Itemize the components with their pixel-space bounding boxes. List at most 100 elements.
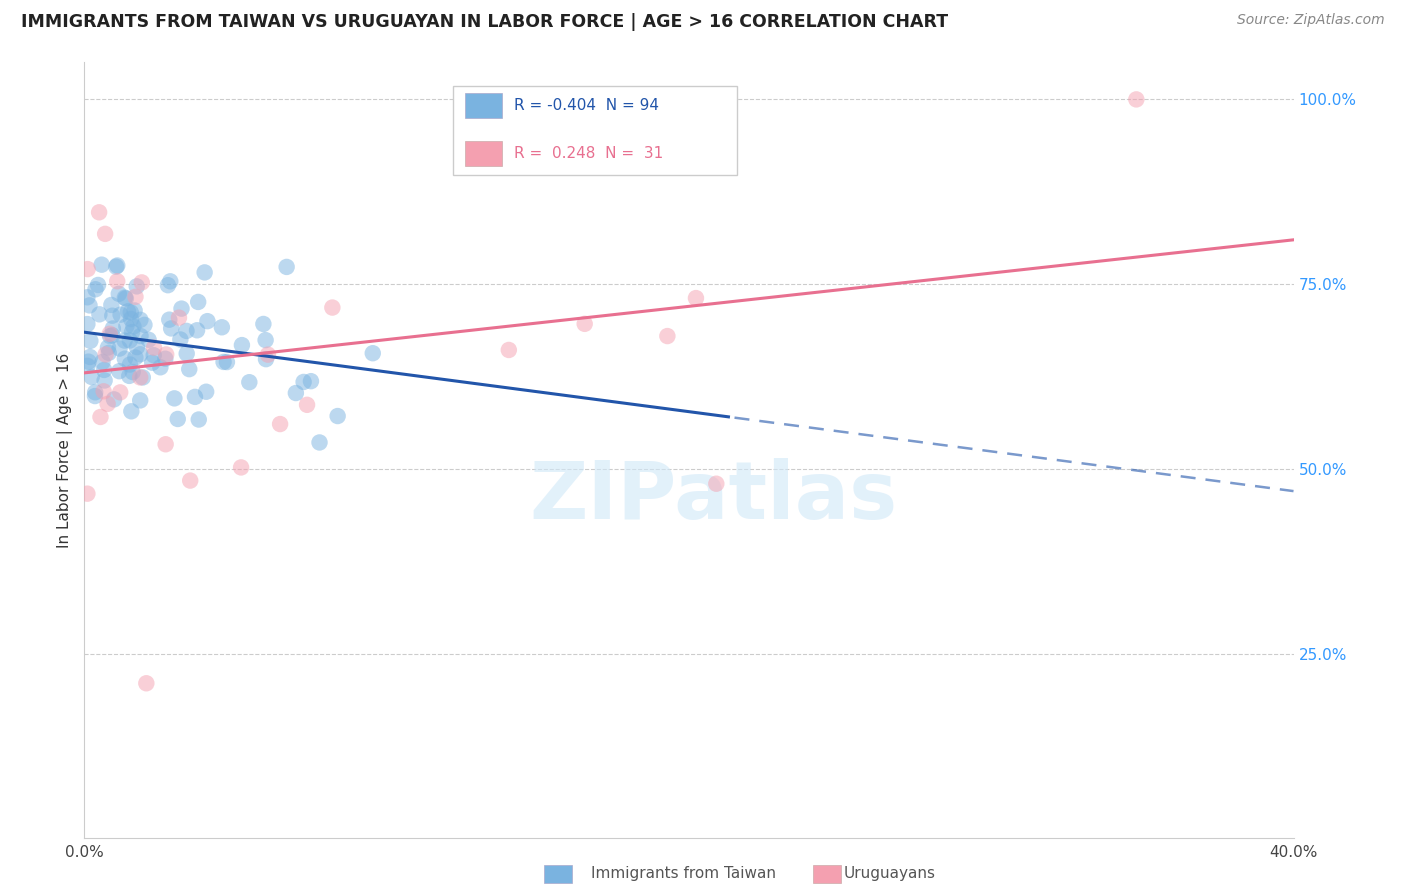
- Point: [80, 370, 103, 384]
- Point: [498, 343, 520, 357]
- Point: [704, 476, 727, 491]
- Point: [167, 310, 190, 325]
- Text: IMMIGRANTS FROM TAIWAN VS URUGUAYAN IN LABOR FORCE | AGE > 16 CORRELATION CHART: IMMIGRANTS FROM TAIWAN VS URUGUAYAN IN L…: [21, 13, 948, 31]
- Point: [108, 385, 131, 400]
- Point: [186, 323, 208, 337]
- Text: R = -0.404  N = 94: R = -0.404 N = 94: [513, 98, 658, 113]
- Point: [93, 374, 115, 388]
- Text: Immigrants from Taiwan: Immigrants from Taiwan: [591, 866, 776, 881]
- Point: [91, 355, 114, 369]
- Y-axis label: In Labor Force | Age > 16: In Labor Force | Age > 16: [58, 353, 73, 548]
- Point: [114, 292, 136, 306]
- Point: [276, 260, 298, 274]
- Point: [292, 375, 315, 389]
- Point: [657, 329, 679, 343]
- Point: [195, 384, 218, 399]
- Point: [308, 435, 330, 450]
- FancyBboxPatch shape: [453, 86, 737, 175]
- Point: [94, 227, 117, 241]
- Point: [115, 319, 138, 334]
- Point: [90, 258, 112, 272]
- Point: [326, 409, 349, 423]
- Point: [212, 355, 235, 369]
- Point: [76, 359, 98, 373]
- Point: [142, 348, 165, 362]
- Point: [574, 317, 596, 331]
- Point: [134, 318, 156, 332]
- Point: [101, 309, 124, 323]
- Point: [84, 389, 107, 403]
- Point: [124, 290, 146, 304]
- Text: Source: ZipAtlas.com: Source: ZipAtlas.com: [1237, 13, 1385, 28]
- Point: [135, 676, 157, 690]
- Point: [125, 340, 148, 354]
- Point: [101, 328, 124, 343]
- Point: [77, 354, 100, 368]
- Point: [84, 282, 107, 296]
- Bar: [465, 141, 502, 166]
- Point: [120, 404, 142, 418]
- Point: [269, 417, 291, 431]
- Point: [107, 286, 129, 301]
- Point: [124, 303, 146, 318]
- Point: [114, 351, 136, 366]
- Point: [156, 278, 179, 293]
- Point: [131, 276, 153, 290]
- Point: [284, 386, 307, 401]
- Point: [132, 370, 155, 384]
- Point: [94, 347, 117, 361]
- Point: [89, 409, 111, 424]
- Bar: [465, 94, 502, 119]
- Point: [129, 313, 152, 327]
- Point: [120, 305, 142, 319]
- Point: [121, 365, 143, 379]
- Point: [231, 338, 253, 352]
- Point: [229, 460, 252, 475]
- Point: [105, 274, 128, 288]
- Point: [129, 370, 152, 384]
- Point: [1125, 92, 1147, 106]
- Point: [76, 262, 98, 277]
- Point: [179, 362, 201, 376]
- Point: [121, 325, 143, 339]
- Point: [97, 397, 120, 411]
- Point: [163, 392, 186, 406]
- Point: [252, 317, 274, 331]
- Point: [105, 260, 128, 274]
- Point: [97, 346, 120, 360]
- Point: [118, 368, 141, 383]
- Point: [187, 295, 209, 310]
- Point: [155, 347, 177, 361]
- Point: [187, 412, 209, 426]
- Point: [87, 205, 110, 219]
- Point: [238, 375, 260, 389]
- Point: [254, 352, 277, 367]
- Point: [87, 277, 110, 292]
- Point: [129, 329, 152, 343]
- Point: [157, 312, 180, 326]
- Point: [117, 304, 139, 318]
- Text: ZIPatlas: ZIPatlas: [529, 458, 897, 536]
- Point: [76, 290, 98, 304]
- Point: [176, 346, 198, 360]
- Point: [129, 347, 152, 361]
- Text: R =  0.248  N =  31: R = 0.248 N = 31: [513, 145, 662, 161]
- Point: [159, 274, 181, 288]
- Point: [124, 351, 146, 365]
- Point: [194, 265, 217, 279]
- Point: [197, 314, 219, 328]
- Point: [79, 350, 101, 364]
- Point: [114, 334, 136, 348]
- Point: [179, 474, 201, 488]
- Point: [122, 319, 145, 334]
- Point: [149, 360, 172, 375]
- Point: [170, 301, 193, 316]
- Point: [299, 374, 322, 388]
- Point: [254, 333, 277, 347]
- Point: [155, 351, 177, 366]
- Point: [143, 341, 166, 355]
- Point: [93, 363, 115, 377]
- Point: [79, 334, 101, 348]
- Point: [84, 385, 107, 400]
- Point: [100, 298, 122, 312]
